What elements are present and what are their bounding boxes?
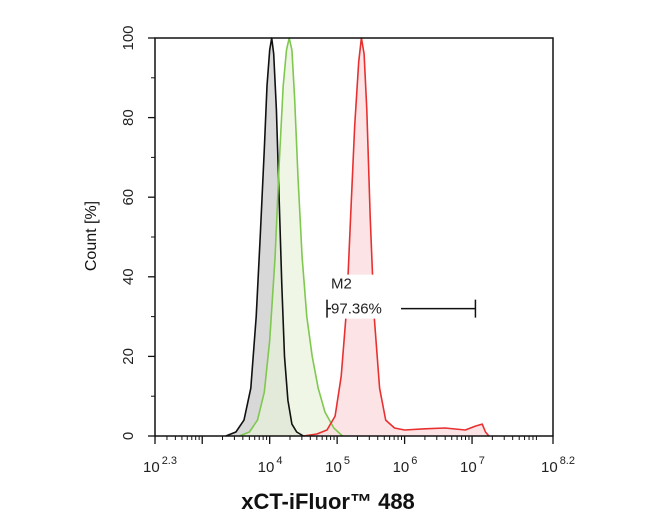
x-tick-label-0: 10 2.3 <box>143 455 177 476</box>
series-fill-2 <box>303 38 489 436</box>
x-tick-label-1: 10 4 <box>258 455 283 476</box>
y-tick-label-5: 100 <box>120 25 137 50</box>
x-axis-title: xCT-iFluor™ 488 <box>241 489 415 514</box>
y-tick-label-2: 40 <box>120 268 137 285</box>
gate-name-0: M2 <box>331 276 352 293</box>
series-line-2 <box>303 37 490 437</box>
series-layer <box>225 37 490 437</box>
x-tick-label-5: 10 8.2 <box>541 455 575 476</box>
x-tick-label-4: 10 7 <box>460 455 485 476</box>
y-tick-label-1: 20 <box>120 348 137 365</box>
y-tick-label-3: 60 <box>120 189 137 206</box>
gate-percent-0: 97.36% <box>331 301 382 318</box>
series-line-1 <box>239 37 344 437</box>
x-tick-label-2: 10 5 <box>325 455 350 476</box>
gate-label-bg-0 <box>331 274 402 319</box>
series-fill-0 <box>225 38 304 436</box>
axes-layer: 0 20 40 60 80 100 10 2.3 10 4 10 5 10 6 10 7 10 8.2 <box>120 25 575 476</box>
series-fill-1 <box>239 38 343 436</box>
y-axis-title: Count [%] <box>83 201 100 271</box>
y-tick-label-0: 0 <box>120 432 137 440</box>
y-tick-label-4: 80 <box>120 109 137 126</box>
x-tick-label-3: 10 6 <box>393 455 418 476</box>
gate-layer: M2 97.36% <box>326 274 477 319</box>
